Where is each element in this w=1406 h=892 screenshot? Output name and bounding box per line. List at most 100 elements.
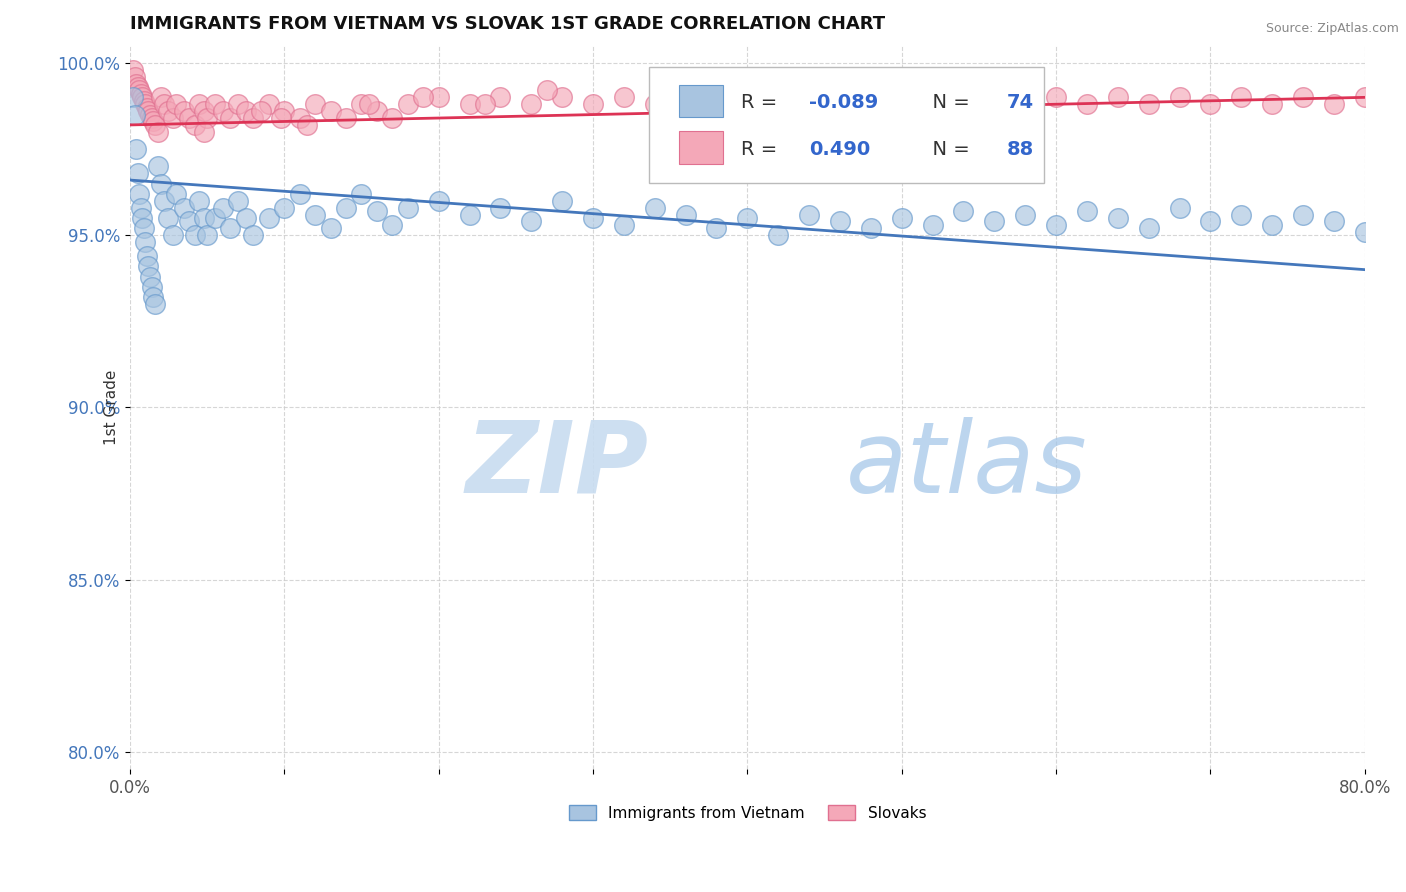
Point [139, 269, 162, 284]
Point [134, 97, 156, 112]
Point [131, 211, 153, 225]
Point [129, 201, 152, 215]
Point [125, 142, 148, 156]
Point [644, 201, 666, 215]
Point [921, 90, 943, 104]
Point [1261, 97, 1284, 112]
Point [242, 111, 264, 125]
Point [143, 297, 166, 311]
Point [177, 214, 200, 228]
Point [149, 177, 172, 191]
Point [184, 228, 207, 243]
Point [219, 111, 242, 125]
Point [582, 211, 605, 225]
Point [1323, 214, 1346, 228]
Point [1199, 214, 1222, 228]
Point [613, 218, 636, 232]
Point [1107, 211, 1129, 225]
Point [427, 90, 450, 104]
Point [520, 214, 543, 228]
Point [141, 111, 163, 125]
Point [458, 97, 481, 112]
Text: -0.089: -0.089 [808, 94, 879, 112]
Point [141, 280, 163, 294]
Text: IMMIGRANTS FROM VIETNAM VS SLOVAK 1ST GRADE CORRELATION CHART: IMMIGRANTS FROM VIETNAM VS SLOVAK 1ST GR… [129, 15, 884, 33]
Point [195, 111, 218, 125]
Point [706, 97, 728, 112]
Point [366, 204, 388, 219]
Point [157, 104, 180, 119]
Point [142, 114, 165, 128]
Point [157, 211, 180, 225]
Point [162, 228, 184, 243]
Point [1014, 97, 1036, 112]
Point [319, 104, 342, 119]
Point [1292, 207, 1315, 221]
Point [124, 70, 146, 84]
Point [288, 186, 311, 201]
Point [675, 90, 697, 104]
Point [149, 90, 172, 104]
Point [125, 77, 148, 91]
Point [146, 125, 169, 139]
Point [128, 186, 150, 201]
Point [131, 90, 153, 104]
Point [952, 97, 974, 112]
Point [768, 97, 790, 112]
Point [396, 201, 419, 215]
Point [273, 104, 295, 119]
Point [270, 111, 292, 125]
Point [582, 97, 605, 112]
Point [613, 90, 636, 104]
Point [1261, 218, 1284, 232]
Point [242, 228, 264, 243]
Point [412, 90, 434, 104]
Point [350, 97, 373, 112]
Point [129, 87, 152, 101]
Point [1076, 97, 1098, 112]
Point [427, 194, 450, 208]
Point [132, 221, 155, 235]
Point [122, 90, 145, 104]
Point [366, 104, 388, 119]
Point [153, 194, 176, 208]
Point [551, 90, 574, 104]
Point [1014, 207, 1036, 221]
Point [1292, 90, 1315, 104]
Point [143, 118, 166, 132]
Point [134, 235, 156, 249]
Point [1230, 90, 1253, 104]
Point [1076, 204, 1098, 219]
Point [1323, 97, 1346, 112]
Text: ZIP: ZIP [465, 417, 648, 514]
Point [124, 107, 146, 121]
Point [1385, 97, 1406, 112]
Point [135, 249, 157, 263]
Point [211, 201, 233, 215]
Text: R =: R = [741, 140, 783, 159]
Point [350, 186, 373, 201]
Point [173, 201, 195, 215]
Point [211, 104, 233, 119]
Point [250, 104, 273, 119]
Text: 0.490: 0.490 [808, 140, 870, 159]
Point [297, 118, 319, 132]
Point [193, 211, 215, 225]
Text: Source: ZipAtlas.com: Source: ZipAtlas.com [1265, 22, 1399, 36]
Point [983, 90, 1005, 104]
Point [127, 80, 149, 95]
Point [890, 97, 912, 112]
Point [127, 166, 149, 180]
Point [226, 97, 249, 112]
Point [381, 218, 404, 232]
Text: atlas: atlas [846, 417, 1088, 514]
Point [797, 207, 820, 221]
Legend: Immigrants from Vietnam, Slovaks: Immigrants from Vietnam, Slovaks [562, 798, 932, 827]
Point [828, 214, 851, 228]
Point [219, 221, 242, 235]
Point [335, 111, 357, 125]
Text: 74: 74 [1007, 94, 1033, 112]
Text: N =: N = [921, 94, 976, 112]
Point [319, 221, 342, 235]
Point [952, 204, 974, 219]
